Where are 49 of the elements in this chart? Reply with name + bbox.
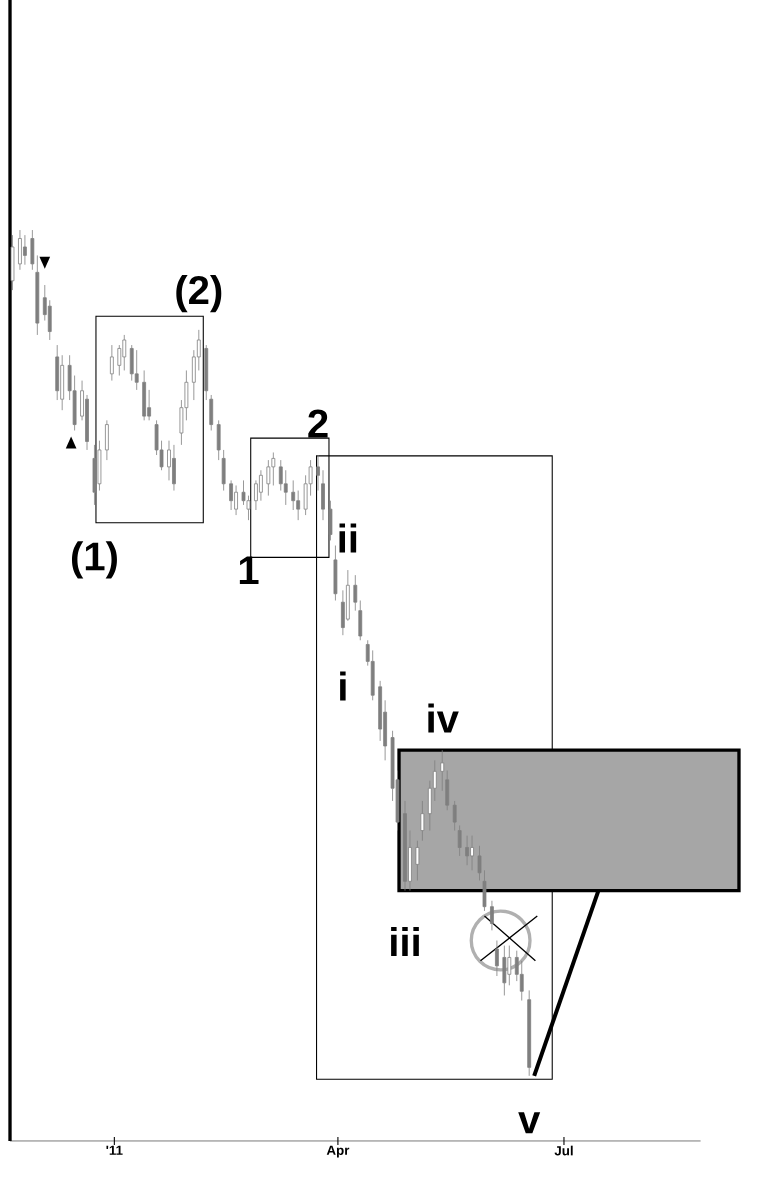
candlestick (420, 800, 425, 842)
candlestick (457, 825, 462, 857)
candlestick (502, 945, 507, 996)
annotation: v (518, 1112, 541, 1134)
candlestick (142, 370, 147, 421)
candlestick (415, 840, 420, 881)
candlestick (291, 480, 296, 511)
candlestick (328, 500, 333, 541)
candlestick (10, 234, 15, 291)
annotation: ii (339, 523, 357, 553)
annotation: (2) (176, 274, 222, 313)
candlestick (216, 419, 221, 461)
candlestick (452, 800, 457, 831)
candlestick (229, 480, 234, 511)
annotation: 2 (308, 409, 328, 438)
x-tick-label: '11 (106, 1145, 123, 1155)
candlestick (333, 545, 338, 601)
candlestick (358, 600, 363, 641)
candlestick (490, 900, 494, 931)
candlestick (35, 255, 40, 336)
candlestick (134, 349, 139, 391)
candlestick (209, 394, 214, 431)
candlestick (316, 454, 321, 491)
candlestick (110, 344, 114, 381)
candlestick (353, 574, 358, 612)
candlestick (204, 344, 209, 401)
candlestick (445, 770, 450, 811)
candlestick (495, 940, 499, 977)
x-tick-label: Apr (326, 1145, 350, 1158)
candlestick (321, 469, 326, 521)
candlestick (167, 440, 172, 481)
annotation: iii (391, 926, 420, 956)
x-tick-label: Jul (554, 1145, 573, 1156)
annotation: (1) (72, 541, 118, 579)
annotation: 1 (240, 556, 259, 584)
candlestick (465, 835, 470, 866)
candlestick (403, 800, 408, 892)
candlestick (477, 845, 482, 881)
candlestick (221, 449, 226, 491)
annotation: i (340, 671, 346, 701)
candlestick (482, 869, 487, 912)
candlestick (527, 990, 532, 1077)
candlestick (30, 229, 35, 271)
candlestick (18, 229, 23, 271)
candlestick (55, 344, 60, 401)
annotation: iv (428, 703, 459, 733)
candlestick (105, 419, 109, 461)
candlestick (440, 749, 445, 792)
candlestick (266, 459, 271, 497)
